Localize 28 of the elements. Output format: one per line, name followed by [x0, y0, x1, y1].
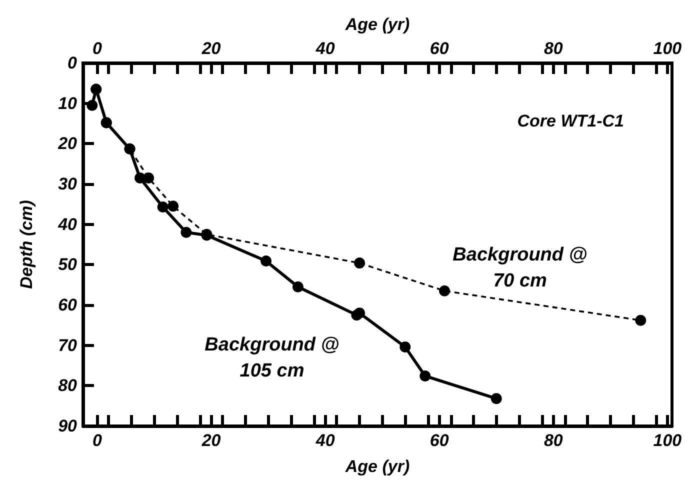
- y-tick-label: 60: [58, 296, 78, 314]
- y-axis-title: Depth (cm): [17, 200, 36, 289]
- x2-tick-label: 0: [92, 39, 103, 58]
- x-tick-label: 40: [314, 431, 336, 450]
- x-tick-label: 80: [544, 431, 564, 450]
- x-axis-title: Age (yr): [344, 457, 410, 476]
- annotation: Core WT1-C1: [517, 112, 624, 130]
- annotation: Background @ 105 cm: [204, 334, 340, 382]
- y-tick-label: 70: [58, 336, 78, 355]
- x-tick-label: 20: [200, 431, 222, 450]
- x2-tick-label: 40: [314, 39, 336, 58]
- x-tick-label: 100: [653, 431, 682, 450]
- y-tick-label: 30: [58, 174, 78, 194]
- y-tick-label: 10: [58, 94, 78, 113]
- y-tick-label: 40: [57, 214, 78, 234]
- x2-tick-label: 80: [544, 39, 564, 58]
- x-tick-label: 0: [92, 431, 103, 450]
- x-tick-label: 60: [430, 431, 450, 450]
- y-tick-label: 20: [57, 134, 78, 154]
- y-tick-label: 50: [58, 255, 78, 274]
- x2-axis-title: Age (yr): [344, 15, 410, 34]
- x2-tick-label: 100: [653, 39, 682, 58]
- x2-tick-label: 60: [430, 39, 450, 58]
- y-tick-label: 90: [58, 416, 78, 436]
- y-tick-label: 80: [58, 376, 78, 396]
- y-tick-label: 0: [68, 54, 78, 72]
- annotation: Background @ 70 cm: [452, 244, 588, 292]
- x2-tick-label: 20: [200, 39, 222, 58]
